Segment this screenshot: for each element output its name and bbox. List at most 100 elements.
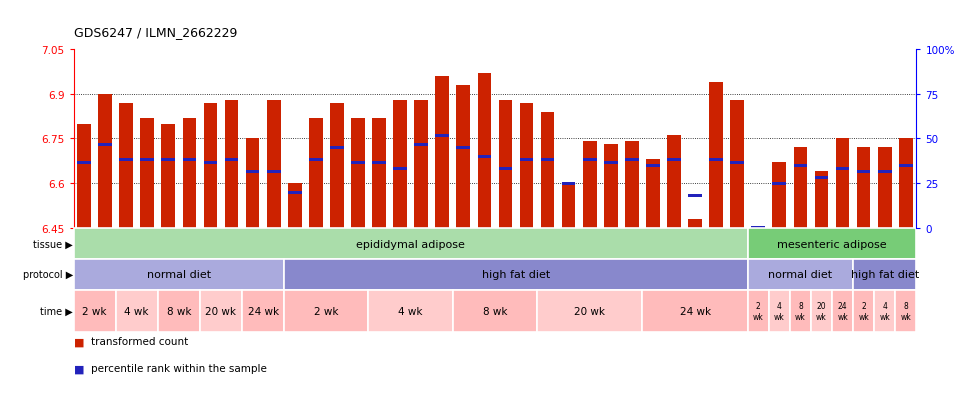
Bar (74, 229, 748, 259)
Bar (562, 184, 575, 229)
Bar (77, 161, 91, 165)
Text: 20 wk: 20 wk (574, 306, 606, 316)
Bar (116, 290, 158, 332)
Bar (794, 148, 808, 229)
Text: time ▶: time ▶ (40, 306, 74, 316)
Bar (77, 124, 91, 229)
Text: 2
wk: 2 wk (753, 301, 763, 321)
Bar (288, 191, 302, 195)
Bar (120, 158, 133, 162)
Text: high fat diet: high fat diet (482, 270, 550, 280)
Bar (267, 170, 280, 174)
Text: transformed count: transformed count (91, 337, 188, 347)
Bar (730, 100, 744, 229)
Bar (372, 161, 386, 165)
Bar (158, 290, 200, 332)
Text: 2 wk: 2 wk (315, 306, 339, 316)
Text: GDS6247 / ILMN_2662229: GDS6247 / ILMN_2662229 (74, 26, 237, 39)
Bar (98, 143, 112, 147)
Bar (857, 170, 870, 174)
Bar (368, 290, 453, 332)
Bar (814, 176, 828, 180)
Bar (457, 146, 470, 150)
Bar (748, 229, 916, 259)
Bar (583, 158, 597, 162)
Bar (415, 143, 428, 147)
Bar (625, 142, 639, 229)
Bar (790, 290, 811, 332)
Bar (499, 167, 513, 171)
Bar (878, 170, 892, 174)
Text: 2 wk: 2 wk (82, 306, 107, 316)
Text: normal diet: normal diet (147, 270, 211, 280)
Bar (393, 100, 407, 229)
Bar (772, 163, 786, 229)
Bar (457, 85, 470, 229)
Bar (140, 118, 154, 229)
Bar (477, 155, 491, 159)
Bar (309, 118, 322, 229)
Bar (748, 259, 854, 290)
Bar (688, 194, 702, 198)
Text: 8
wk: 8 wk (795, 301, 806, 321)
Text: 20 wk: 20 wk (206, 306, 236, 316)
Bar (372, 118, 386, 229)
Text: 20
wk: 20 wk (816, 301, 827, 321)
Bar (393, 167, 407, 171)
Text: protocol ▶: protocol ▶ (23, 270, 74, 280)
Bar (836, 139, 850, 229)
Bar (752, 227, 765, 230)
Bar (351, 161, 365, 165)
Text: ■: ■ (74, 363, 84, 373)
Bar (182, 158, 196, 162)
Bar (874, 290, 896, 332)
Text: epididymal adipose: epididymal adipose (356, 239, 466, 249)
Text: 4 wk: 4 wk (124, 306, 149, 316)
Bar (182, 118, 196, 229)
Bar (646, 160, 660, 229)
Bar (896, 290, 916, 332)
Text: 8 wk: 8 wk (483, 306, 508, 316)
Bar (646, 164, 660, 168)
Bar (98, 94, 112, 229)
Bar (541, 158, 555, 162)
Bar (583, 142, 597, 229)
Text: tissue ▶: tissue ▶ (33, 239, 74, 249)
Bar (604, 145, 617, 229)
Bar (200, 290, 242, 332)
Bar (74, 290, 116, 332)
Bar (351, 118, 365, 229)
Text: ■: ■ (74, 337, 84, 347)
Text: 24
wk: 24 wk (837, 301, 848, 321)
Text: 4 wk: 4 wk (399, 306, 423, 316)
Bar (309, 158, 322, 162)
Bar (162, 124, 175, 229)
Bar (832, 290, 854, 332)
Bar (857, 148, 870, 229)
Bar (811, 290, 832, 332)
Bar (604, 161, 617, 165)
Bar (899, 139, 912, 229)
Bar (854, 259, 916, 290)
Bar (242, 290, 284, 332)
Bar (878, 148, 892, 229)
Bar (854, 290, 874, 332)
Bar (625, 158, 639, 162)
Text: 24 wk: 24 wk (679, 306, 710, 316)
Bar (688, 220, 702, 229)
Bar (284, 259, 748, 290)
Bar (772, 182, 786, 186)
Bar (415, 100, 428, 229)
Bar (204, 103, 218, 229)
Bar (814, 172, 828, 229)
Bar (74, 259, 284, 290)
Bar (710, 83, 723, 229)
Bar (836, 167, 850, 171)
Bar (330, 103, 344, 229)
Bar (435, 76, 449, 229)
Text: 4
wk: 4 wk (774, 301, 785, 321)
Bar (667, 136, 681, 229)
Text: percentile rank within the sample: percentile rank within the sample (91, 363, 267, 373)
Text: 8
wk: 8 wk (901, 301, 911, 321)
Text: 4
wk: 4 wk (879, 301, 890, 321)
